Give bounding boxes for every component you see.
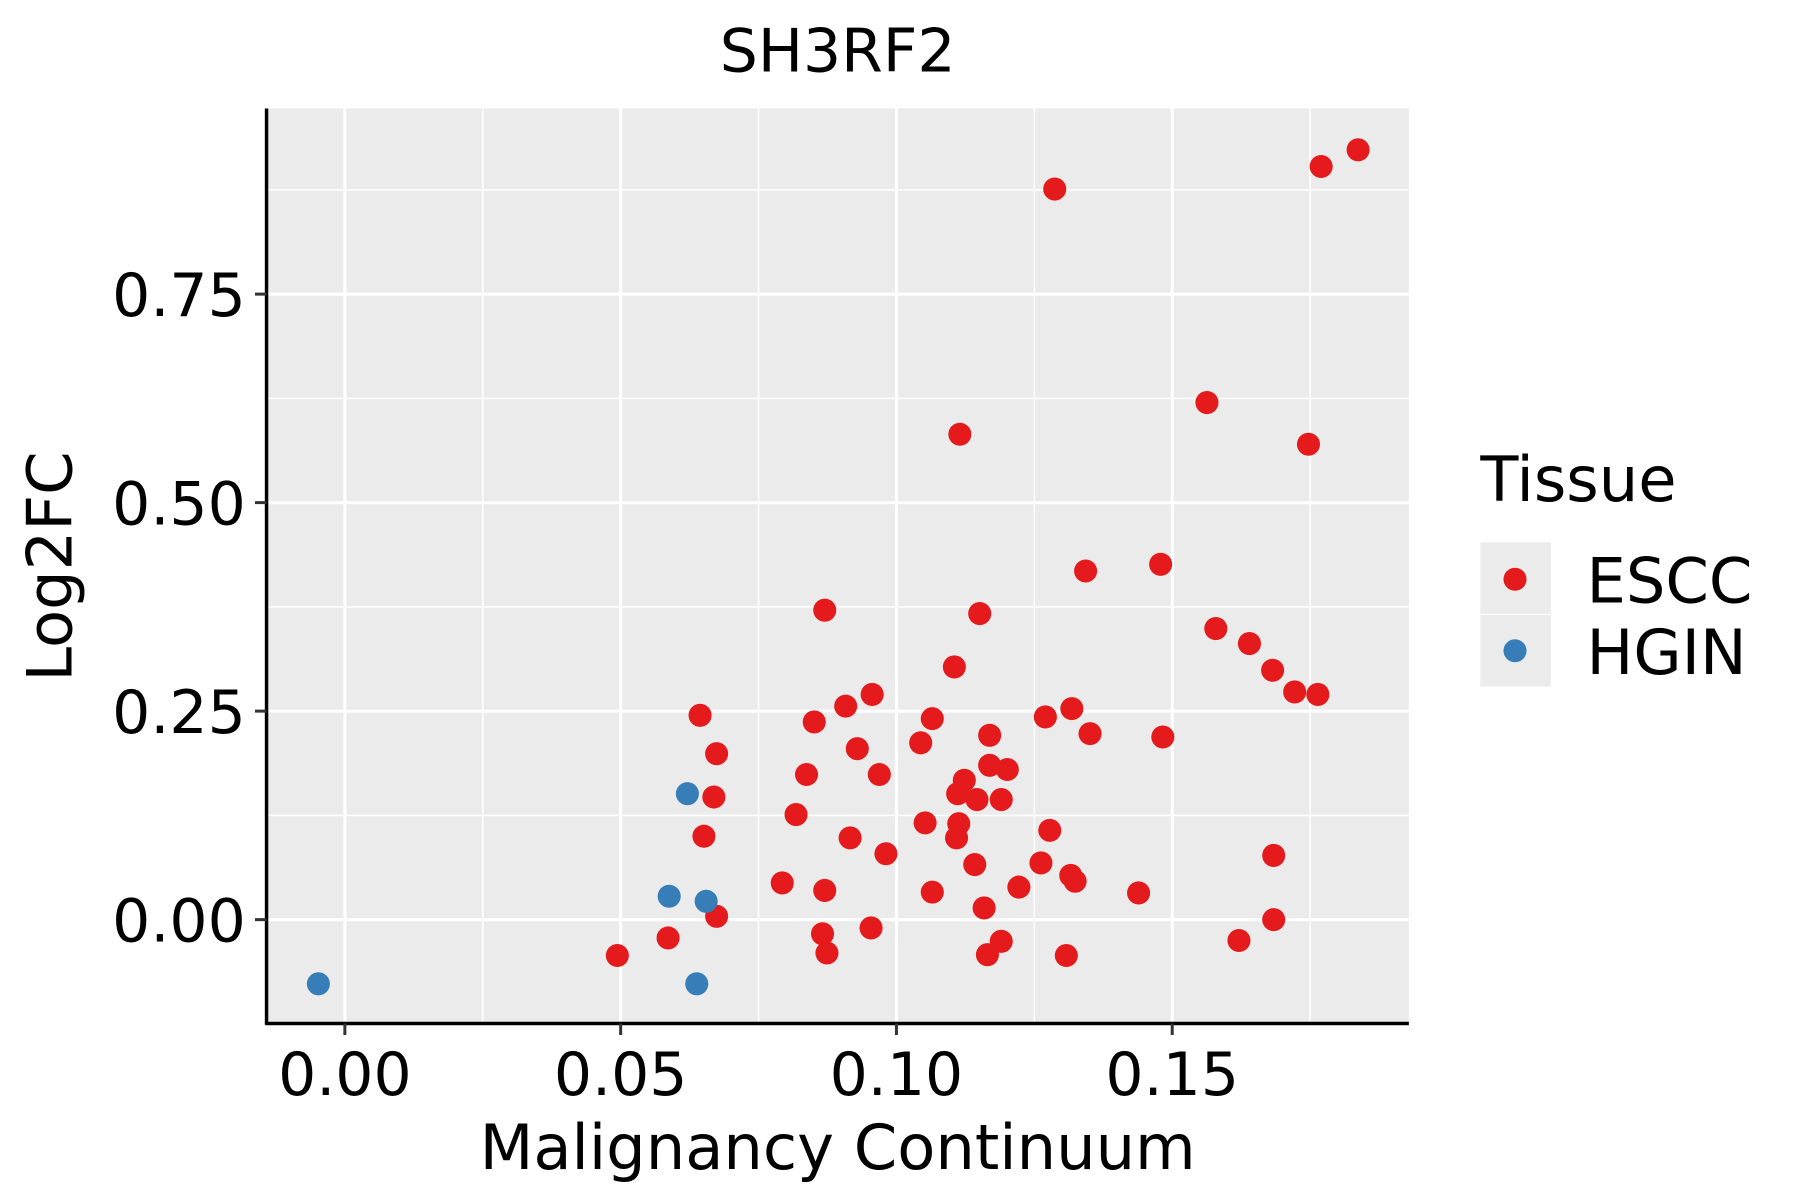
point-escc: [813, 598, 837, 622]
legend-key-hgin: [1503, 639, 1527, 663]
point-escc: [1346, 138, 1370, 162]
legend-label-hgin: HGIN: [1587, 616, 1747, 689]
point-escc: [946, 782, 970, 806]
point-escc: [794, 762, 819, 787]
point-escc: [1204, 617, 1228, 641]
point-escc: [605, 943, 629, 968]
point-escc: [784, 803, 808, 827]
point-escc: [1237, 632, 1261, 656]
point-escc: [972, 896, 996, 920]
x-ticks: 0.00 0.05 0.10 0.15: [278, 1023, 1239, 1110]
point-escc: [867, 762, 891, 787]
point-escc: [1309, 154, 1333, 179]
point-escc: [874, 842, 898, 866]
point-escc: [963, 853, 987, 877]
point-escc: [688, 703, 712, 727]
point-escc: [1029, 851, 1053, 875]
point-escc: [989, 787, 1013, 812]
point-escc: [770, 871, 794, 895]
point-escc: [978, 753, 1002, 777]
point-escc: [1033, 705, 1057, 729]
point-escc: [692, 824, 716, 848]
y-tick-label: 0.50: [112, 470, 246, 540]
point-escc: [1038, 818, 1062, 842]
point-escc: [942, 655, 966, 679]
point-escc: [1261, 658, 1285, 682]
y-tick-label: 0.00: [112, 887, 246, 957]
plot-panel: [266, 108, 1409, 1024]
point-hgin: [694, 889, 718, 913]
point-escc: [813, 878, 837, 902]
point-escc: [859, 916, 883, 940]
point-escc: [815, 941, 839, 965]
point-escc: [1149, 552, 1173, 576]
point-hgin: [675, 782, 699, 806]
legend-title: Tissue: [1479, 443, 1676, 516]
point-escc: [1060, 697, 1084, 721]
point-escc: [1195, 390, 1219, 415]
point-escc: [1283, 680, 1307, 704]
y-ticks: 0.00 0.25 0.50 0.75: [112, 261, 267, 957]
point-escc: [948, 422, 972, 446]
point-escc: [975, 943, 999, 967]
point-hgin: [657, 884, 681, 908]
legend-key-escc: [1503, 567, 1527, 591]
point-escc: [1306, 682, 1330, 706]
point-escc: [1262, 908, 1286, 932]
point-escc: [802, 710, 826, 734]
x-tick-label: 0.10: [830, 1040, 964, 1110]
point-hgin: [685, 972, 709, 996]
legend-label-escc: ESCC: [1587, 544, 1753, 617]
point-escc: [702, 785, 726, 809]
point-escc: [838, 826, 862, 850]
x-tick-label: 0.05: [554, 1040, 688, 1110]
point-escc: [1262, 843, 1286, 867]
x-tick-label: 0.15: [1105, 1040, 1239, 1110]
point-escc: [1127, 881, 1151, 905]
point-escc: [1227, 928, 1251, 953]
point-escc: [909, 731, 933, 755]
point-escc: [968, 602, 992, 626]
point-escc: [860, 682, 884, 706]
point-escc: [1296, 432, 1320, 456]
point-escc: [1151, 725, 1175, 749]
chart-title: SH3RF2: [720, 17, 956, 87]
point-escc: [913, 811, 937, 835]
point-escc: [1078, 722, 1102, 746]
points: [306, 138, 1370, 996]
y-axis-label: Log2FC: [14, 451, 87, 681]
point-escc: [1074, 559, 1098, 583]
point-hgin: [306, 972, 330, 996]
point-escc: [705, 742, 729, 766]
point-escc: [995, 757, 1019, 782]
point-escc: [978, 723, 1002, 747]
legend: Tissue ESCC HGIN: [1479, 443, 1752, 689]
x-axis-label: Malignancy Continuum: [480, 1111, 1196, 1184]
point-escc: [920, 707, 944, 731]
x-tick-label: 0.00: [278, 1040, 412, 1110]
point-escc: [965, 787, 989, 812]
y-tick-label: 0.75: [112, 261, 246, 331]
point-escc: [1007, 875, 1031, 899]
point-escc: [945, 826, 969, 850]
point-escc: [1063, 869, 1087, 893]
point-escc: [1054, 943, 1078, 968]
point-escc: [810, 922, 835, 946]
y-tick-label: 0.25: [112, 678, 246, 748]
point-escc: [920, 880, 944, 904]
point-escc: [845, 737, 869, 761]
point-escc: [1043, 177, 1067, 201]
point-escc: [834, 694, 858, 718]
point-escc: [656, 926, 680, 950]
